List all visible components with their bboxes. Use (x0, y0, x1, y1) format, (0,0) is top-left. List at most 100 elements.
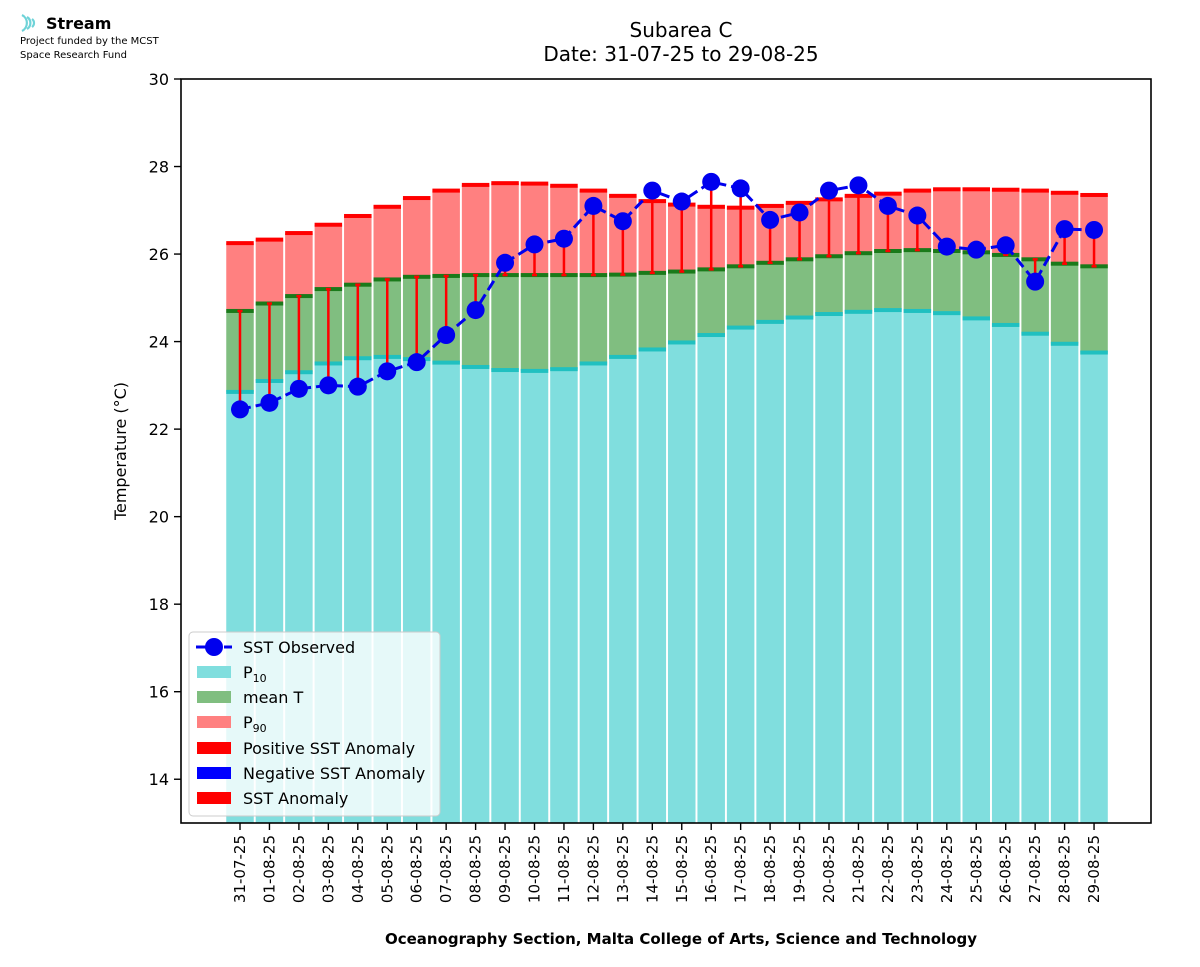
bar-p90-edge (962, 187, 990, 192)
bar-p90-edge (226, 241, 254, 246)
bar-p10-edge (638, 347, 667, 352)
x-tick-label: 06-08-25 (408, 835, 426, 903)
bar-p90 (314, 224, 343, 290)
bar-p90-edge (609, 193, 637, 198)
logo-brand: Stream (20, 12, 159, 34)
bar-p10 (991, 324, 1020, 823)
bar-p90 (432, 190, 460, 276)
bar-p10-edge (1080, 350, 1108, 355)
bar-p90-edge (579, 188, 608, 193)
bar-p90-edge (874, 191, 902, 196)
x-tick-label: 14-08-25 (643, 835, 661, 903)
plot-area: 14 16 18 20 22 24 26 28 30 31-07-25 01-08-25 02-08-… (149, 70, 1152, 903)
sst-observed-point (849, 176, 868, 195)
sst-observed-point (761, 210, 780, 229)
bar-p90-edge (1021, 188, 1049, 193)
bar-p10-edge (432, 360, 460, 365)
bar-p10 (697, 335, 725, 823)
bar-p10-edge (1021, 331, 1049, 336)
bar-mean (991, 254, 1020, 325)
bar-p10-edge (461, 364, 490, 369)
bar-p10 (668, 342, 696, 823)
x-tick-label: 08-08-25 (467, 835, 485, 903)
x-tick-label: 16-08-25 (702, 835, 720, 903)
x-tick-label: 24-08-25 (938, 835, 956, 903)
bar-p10-edge (1050, 341, 1079, 346)
legend-label-anomaly: SST Anomaly (243, 789, 348, 808)
x-tick-label: 22-08-25 (879, 835, 897, 903)
bar-p90-edge (933, 187, 961, 192)
bar-p10-edge (756, 319, 784, 324)
bar-mean (609, 274, 637, 357)
x-axis-label: Oceanography Section, Malta College of A… (385, 930, 977, 948)
bar-p10 (1080, 352, 1108, 823)
legend-swatch-mean (197, 691, 231, 703)
funding-line-2: Space Research Fund (20, 50, 127, 61)
sst-observed-point (820, 181, 838, 200)
bar-p90 (402, 198, 431, 277)
bar-p90-edge (1050, 190, 1079, 195)
bar-p90 (373, 206, 401, 280)
sst-observed-point (525, 235, 544, 254)
bar-mean (815, 256, 843, 315)
legend-marker-observed (205, 638, 223, 656)
y-tick-label: 28 (149, 158, 169, 177)
bar-p10-edge (962, 316, 990, 321)
logo-brand-name: Stream (46, 13, 112, 33)
bar-mean (874, 250, 902, 311)
sst-observed-point (437, 326, 456, 345)
y-tick-label: 14 (149, 770, 169, 789)
x-tick-label: 15-08-25 (673, 835, 691, 903)
bar-p10 (962, 318, 990, 823)
bar-p10 (550, 369, 578, 823)
bar-p90-edge (402, 196, 431, 201)
legend-swatch-p10 (197, 666, 231, 678)
x-tick-label: 20-08-25 (820, 835, 838, 903)
bar-p90-edge (991, 187, 1020, 192)
bar-p10 (933, 313, 961, 823)
x-tick-label: 19-08-25 (791, 835, 809, 903)
y-tick-label: 16 (149, 683, 169, 702)
bar-p10 (903, 310, 932, 823)
bar-mean (903, 250, 932, 311)
sst-observed-point (554, 229, 573, 248)
bar-p10-edge (991, 322, 1020, 327)
bar-p90-edge (756, 203, 784, 208)
bar-mean (697, 269, 725, 336)
sst-observed-point (1026, 272, 1045, 291)
bar-p90-edge (255, 237, 284, 242)
sst-observed-point (702, 172, 721, 191)
bar-p10-edge (815, 312, 843, 317)
y-tick-label: 20 (149, 508, 169, 527)
bar-mean (756, 262, 784, 322)
legend-label-subscript: 90 (253, 722, 267, 735)
bar-p10-edge (933, 311, 961, 316)
sst-observed-point (584, 196, 603, 215)
bar-p90-edge (550, 183, 578, 188)
x-tick-label: 26-08-25 (997, 835, 1015, 903)
sst-observed-point (996, 236, 1015, 255)
logo: Stream Project funded by the MCST Space … (20, 12, 159, 62)
bar-mean (726, 266, 755, 328)
chart-title: Subarea C (630, 18, 733, 42)
bar-p90-edge (285, 231, 313, 236)
bar-p10 (609, 356, 637, 823)
x-tick-label: 10-08-25 (526, 835, 544, 903)
x-tick-label: 09-08-25 (496, 835, 514, 903)
x-tick-label: 23-08-25 (908, 835, 926, 903)
bar-p10-edge (785, 315, 814, 320)
sst-observed-point (1055, 220, 1074, 239)
x-tick-label: 17-08-25 (732, 835, 750, 903)
x-tick-label: 02-08-25 (290, 835, 308, 903)
legend-swatch-p90 (197, 716, 231, 728)
y-axis-label: Temperature (°C) (111, 382, 130, 521)
sst-observed-point (967, 240, 986, 259)
bar-p10 (726, 327, 755, 823)
bar-p90-edge (1080, 192, 1108, 197)
bar-p10-edge (491, 368, 519, 373)
bar-p90-edge (314, 222, 343, 227)
bar-p90 (226, 243, 254, 311)
sst-observed-point (466, 301, 485, 320)
bar-p90-edge (491, 181, 519, 186)
